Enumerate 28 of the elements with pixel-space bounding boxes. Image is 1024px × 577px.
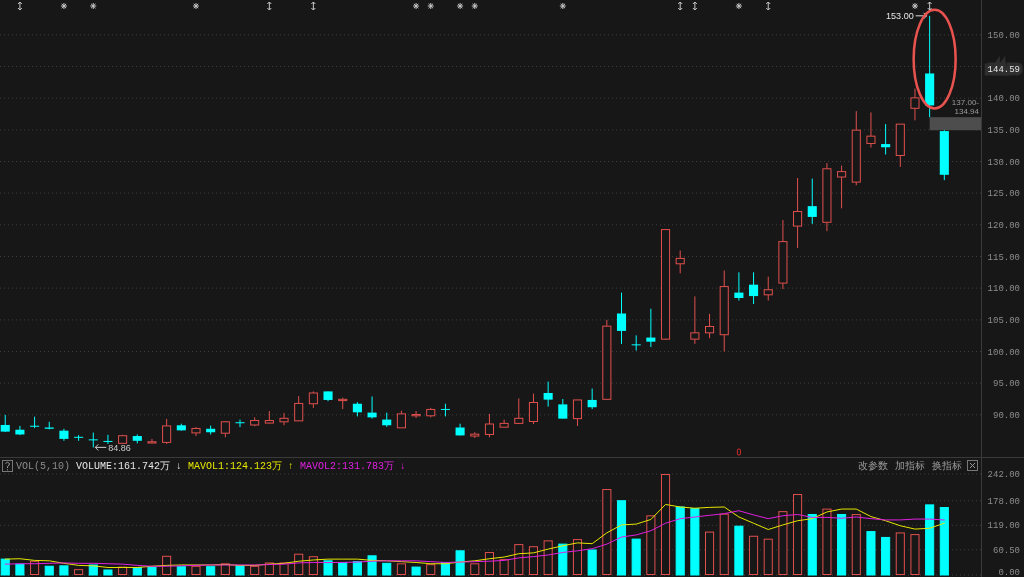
band-label: 137.00-134.94 (951, 98, 979, 117)
y-tick-label: 144.59 (987, 65, 1020, 76)
y-tick-label: 110.00 (987, 284, 1020, 295)
y-tick-label: 150.00 (987, 30, 1020, 41)
annotation: VOLUME:161.742万 ↓ (76, 461, 183, 472)
y-tick-label: 115.00 (987, 252, 1020, 263)
annotation: 84.86 (108, 443, 131, 454)
y-tick-label: 135.00 (987, 125, 1020, 136)
y-tick-label: 105.00 (987, 315, 1020, 326)
y-tick-label: 60.50 (993, 545, 1020, 556)
y-tick-label: 100.00 (987, 347, 1020, 358)
y-tick-label: 125.00 (987, 189, 1020, 200)
y-tick-label: 140.00 (987, 94, 1020, 105)
y-tick-label: 120.00 (987, 220, 1020, 231)
y-tick-label: 242.00 (987, 470, 1020, 480)
toolbar-label: 加指标 (895, 460, 925, 471)
title: VOL(5,10) (16, 461, 70, 472)
y-tick-label: 90.00 (993, 410, 1020, 421)
y-tick-label: 95.00 (993, 379, 1020, 390)
y-tick-label: 130.00 (987, 157, 1020, 168)
series-label: MAVOL1:124.123万 ↑ (188, 461, 295, 472)
toolbar-label: 改参数 (858, 460, 888, 471)
annotation: 153.00 (886, 10, 914, 21)
y-tick-label: 119.00 (987, 521, 1020, 532)
y-tick-label: 0.00 (998, 568, 1020, 577)
y-tick-label: 178.00 (987, 496, 1020, 507)
series-label: MAVOL2:131.783万 ↓ (300, 461, 407, 472)
toolbar-label: 换指标 (932, 460, 962, 471)
